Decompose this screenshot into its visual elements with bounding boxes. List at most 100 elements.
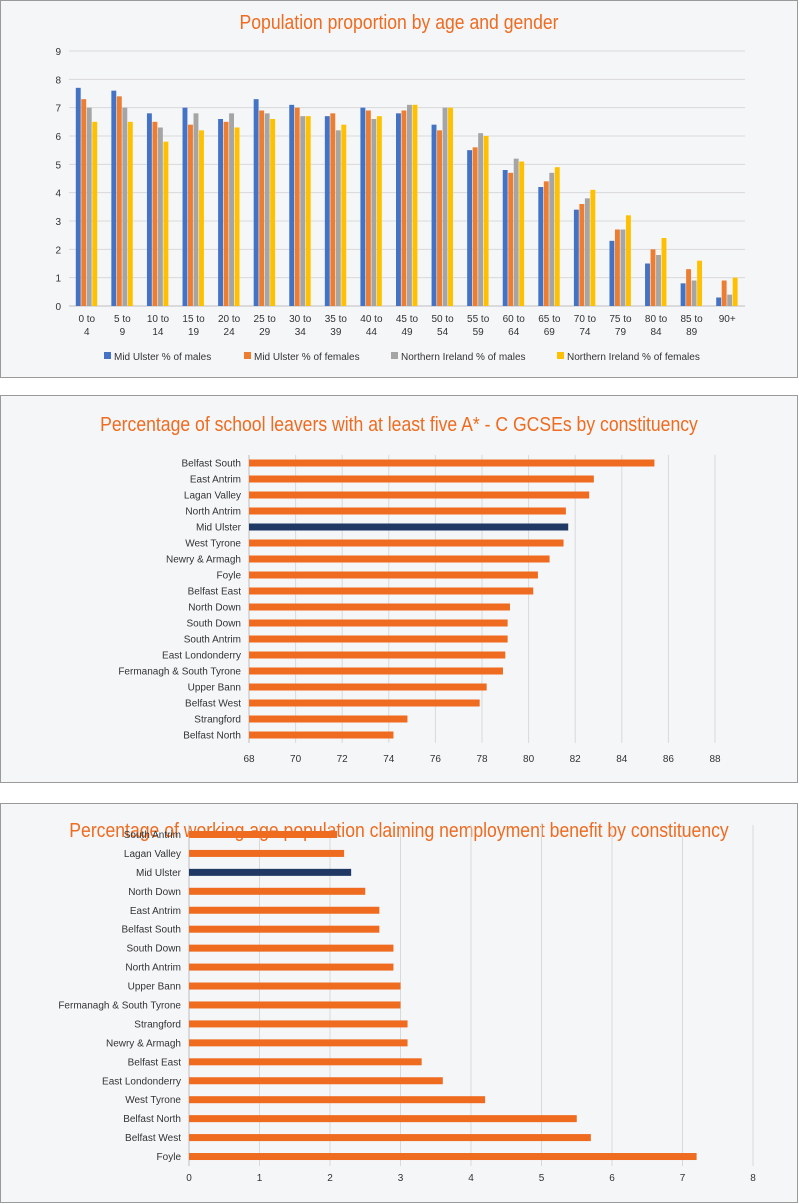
category-label: Mid Ulster: [196, 523, 242, 534]
bar: [502, 170, 508, 306]
bar: [483, 136, 489, 306]
category-label: Lagan Valley: [124, 849, 181, 860]
bar: [189, 1077, 443, 1085]
bar: [218, 119, 224, 306]
bar: [189, 963, 394, 971]
y-tick-label: 2: [55, 245, 61, 256]
x-tick-label: 34: [295, 327, 307, 338]
bar: [437, 130, 442, 306]
x-tick-label: 70 to: [574, 314, 597, 325]
x-tick-label: 75 to: [609, 314, 632, 325]
bar: [189, 1001, 401, 1009]
bar: [300, 116, 306, 307]
bar: [146, 113, 152, 306]
x-tick-label: 74: [579, 327, 591, 338]
x-tick-label: 25 to: [254, 314, 277, 325]
x-tick-label: 85 to: [681, 314, 704, 325]
bar: [407, 104, 412, 306]
legend-swatch: [104, 352, 111, 359]
x-tick-label: 69: [544, 327, 556, 338]
category-label: Foyle: [157, 1152, 182, 1163]
category-label: South Antrim: [184, 635, 241, 646]
x-tick-label: 65 to: [538, 314, 561, 325]
category-label: Belfast North: [183, 731, 241, 742]
category-label: Foyle: [217, 571, 242, 582]
gcse-bar-chart: 68 70 72 74 76 78 80 82 84 86 88 Belfast South East …: [118, 455, 721, 765]
x-tick-label: 19: [188, 327, 200, 338]
bar: [199, 130, 204, 306]
bar: [376, 116, 382, 307]
category-label: East Londonderry: [102, 1076, 181, 1087]
bar: [412, 104, 418, 306]
bar: [584, 198, 590, 306]
bar: [396, 113, 401, 306]
bar: [549, 172, 555, 306]
x-tick-label: 4: [468, 1173, 474, 1184]
unemployment-chart-panel: Percentage of working age population cla…: [0, 803, 798, 1203]
legend-label: Northern Ireland % of males: [401, 352, 526, 363]
bar: [249, 475, 594, 483]
bar: [472, 147, 478, 306]
bar: [538, 187, 544, 306]
x-tick-label: 5 to: [114, 314, 131, 325]
bar: [727, 294, 733, 306]
x-tick-label: 30 to: [289, 314, 312, 325]
bar: [249, 603, 510, 611]
legend-label: Northern Ireland % of females: [567, 352, 700, 363]
bar: [189, 1020, 408, 1028]
bar: [249, 715, 408, 723]
category-label: South Down: [127, 944, 181, 955]
x-tick-label: 2: [327, 1173, 333, 1184]
bar: [127, 121, 133, 306]
bar: [182, 107, 188, 307]
category-label: North Antrim: [125, 963, 181, 974]
bar: [645, 263, 650, 306]
bar: [249, 587, 534, 595]
unemployment-bar-chart: 0 1 2 3 4 5 6 7 8 South Antrim Lagan Valley Mid Uls…: [58, 825, 756, 1184]
bar: [365, 110, 371, 306]
bar: [543, 181, 549, 306]
x-tick-label: 35 to: [325, 314, 348, 325]
x-tick-label: 89: [686, 327, 698, 338]
legend-label: Mid Ulster % of males: [114, 352, 211, 363]
bar: [249, 635, 508, 643]
bar: [249, 555, 550, 563]
x-tick-label: 80: [523, 754, 535, 765]
category-label: Newry & Armagh: [106, 1038, 181, 1049]
category-label: Fermanagh & South Tyrone: [58, 1000, 181, 1011]
y-tick-label: 3: [55, 217, 61, 228]
chart-title: Percentage of school leavers with at lea…: [100, 414, 698, 436]
category-label: Lagan Valley: [184, 491, 241, 502]
y-tick-label: 4: [55, 189, 61, 200]
category-label: Belfast East: [128, 1057, 182, 1068]
bar: [442, 107, 448, 307]
x-tick-label: 7: [680, 1173, 686, 1184]
bar: [189, 944, 394, 952]
age-gender-chart-panel: Population proportion by age and gender …: [0, 0, 798, 378]
legend-swatch: [391, 352, 398, 359]
category-label: Strangford: [134, 1019, 181, 1030]
bar: [116, 96, 122, 306]
bar: [122, 107, 128, 307]
category-label: Upper Bann: [128, 982, 181, 993]
y-tick-label: 1: [55, 274, 61, 285]
category-label: Belfast West: [125, 1133, 181, 1144]
x-tick-label: 80 to: [645, 314, 668, 325]
x-tick-label: 84: [616, 754, 628, 765]
category-label: South Down: [187, 619, 241, 630]
x-tick-label: 78: [476, 754, 488, 765]
category-label: East Antrim: [130, 906, 181, 917]
bar: [189, 1153, 697, 1161]
x-tick-label: 14: [152, 327, 164, 338]
bar: [270, 119, 276, 306]
bar: [189, 1115, 577, 1123]
bar: [229, 113, 235, 306]
bar: [448, 107, 453, 307]
bar: [264, 113, 270, 306]
bar: [680, 283, 686, 306]
x-tick-label: 3: [398, 1173, 404, 1184]
x-tick-label: 0: [186, 1173, 192, 1184]
x-tick-label: 82: [570, 754, 582, 765]
bar: [305, 116, 311, 307]
